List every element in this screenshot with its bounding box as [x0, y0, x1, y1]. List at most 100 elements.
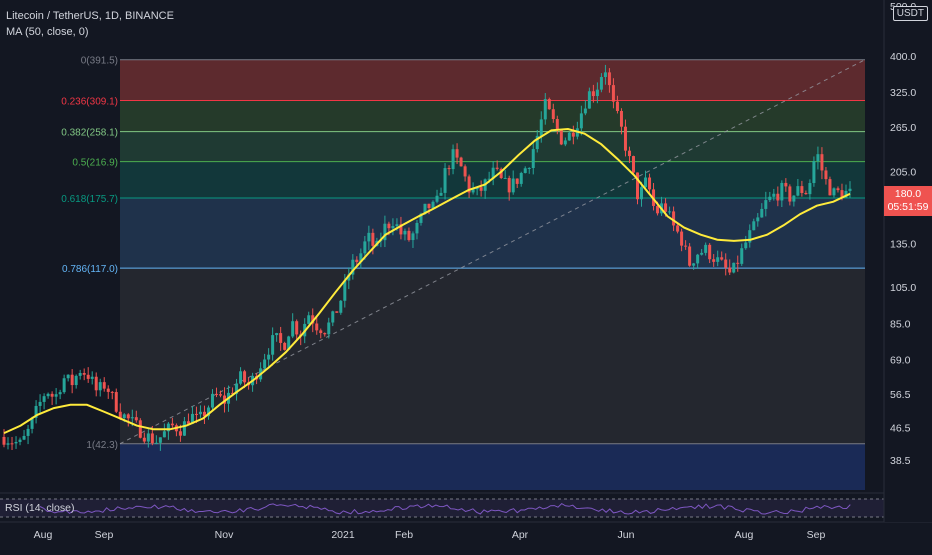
candle-body: [768, 196, 772, 201]
candle-body: [740, 248, 744, 264]
candle-body: [708, 244, 712, 260]
candle-body: [583, 108, 587, 114]
ma-50-line: [3, 127, 851, 435]
candle-body: [383, 223, 387, 241]
candle-body: [776, 193, 780, 201]
candle-body: [443, 168, 447, 193]
candle-body: [471, 189, 475, 193]
time-tick-label: Feb: [395, 529, 413, 541]
rsi-indicator-label[interactable]: RSI (14, close): [5, 502, 75, 514]
price-tick-label: 38.5: [890, 455, 911, 467]
candle-body: [840, 190, 844, 198]
candle-body: [219, 394, 223, 396]
candle-body: [243, 371, 247, 383]
candle-body: [315, 323, 319, 331]
moving-average: [3, 127, 851, 435]
candle-body: [648, 177, 652, 190]
candle-body: [170, 423, 174, 426]
candle-body: [331, 311, 335, 323]
candle-body: [186, 421, 190, 424]
candle-body: [363, 241, 367, 254]
candle-body: [479, 187, 483, 191]
candle-body: [844, 190, 848, 198]
candle-body: [26, 428, 30, 436]
candle-body: [82, 372, 86, 375]
candle-body: [423, 203, 427, 214]
price-axis[interactable]: 400.0 325.0 265.0 205.0 135.0 105.0 85.0 69.0 56…: [883, 0, 932, 522]
candle-body: [676, 225, 680, 232]
price-tick-label: 105.0: [890, 282, 916, 294]
candle-body: [162, 431, 166, 438]
candle-body: [748, 230, 752, 243]
candle-body: [764, 200, 768, 209]
candle-body: [327, 322, 331, 335]
candle-body: [387, 223, 391, 229]
candle-body: [848, 188, 852, 191]
candle-body: [190, 413, 194, 424]
ma-indicator-label[interactable]: MA (50, close, 0): [6, 26, 89, 38]
candle-body: [487, 178, 491, 180]
candle-body: [656, 205, 660, 214]
candle-body: [431, 201, 435, 209]
candle-body: [539, 119, 543, 136]
candle-body: [275, 333, 279, 336]
candle-body: [640, 187, 644, 200]
candle-body: [635, 172, 639, 200]
candle-body: [455, 149, 459, 158]
currency-badge[interactable]: USDT: [892, 6, 928, 21]
candle-body: [712, 259, 716, 262]
candle-body: [126, 414, 130, 419]
time-tick-label: Sep: [807, 529, 826, 541]
candle-body: [792, 195, 796, 202]
candle-body: [752, 221, 756, 231]
candle-body: [215, 393, 219, 395]
candle-body: [146, 433, 150, 442]
candle-body: [98, 382, 102, 391]
fib-label-0.382: 0.382(258.1): [61, 128, 118, 139]
candle-body: [527, 168, 531, 170]
candle-body: [459, 157, 463, 167]
candle-body: [644, 177, 648, 188]
candle-body: [519, 172, 523, 184]
candle-body: [499, 168, 503, 179]
candle-body: [122, 414, 126, 419]
fib-label-0.236: 0.236(309.1): [61, 96, 118, 107]
candle-body: [816, 154, 820, 162]
fib-zone-1: [120, 443, 865, 490]
candle-body: [50, 393, 54, 397]
candle-body: [307, 315, 311, 324]
candle-body: [595, 89, 599, 97]
time-axis[interactable]: Aug Sep Nov 2021 Feb Apr Jun Aug Sep: [34, 529, 826, 541]
candle-body: [824, 170, 828, 180]
symbol-title[interactable]: Litecoin / TetherUS, 1D, BINANCE: [6, 10, 174, 22]
candle-body: [720, 257, 724, 260]
last-price-tag: 180.0 05:51:59: [884, 186, 932, 216]
time-tick-label: 2021: [331, 529, 355, 541]
candle-body: [106, 388, 110, 392]
fib-zone-0: [120, 59, 865, 101]
candle-body: [367, 232, 371, 242]
candle-body: [206, 407, 210, 417]
price-tick-label: 85.0: [890, 318, 911, 330]
candle-body: [704, 244, 708, 253]
candle-body: [114, 392, 118, 412]
candle-body: [772, 193, 776, 197]
price-tick-label: 400.0: [890, 51, 916, 63]
candle-body: [42, 396, 46, 402]
fib-label-0.5: 0.5(216.9): [72, 158, 118, 169]
candle-body: [627, 150, 631, 157]
price-tick-label: 69.0: [890, 354, 911, 366]
candle-body: [110, 391, 114, 393]
candle-body: [563, 140, 567, 145]
candle-body: [732, 262, 736, 273]
candle-body: [688, 246, 692, 266]
candle-body: [138, 420, 142, 438]
candle-body: [547, 99, 551, 110]
candle-body: [198, 411, 202, 415]
candle-body: [808, 183, 812, 195]
candle-body: [439, 192, 443, 196]
candle-body: [407, 230, 411, 241]
candle-body: [78, 372, 82, 376]
